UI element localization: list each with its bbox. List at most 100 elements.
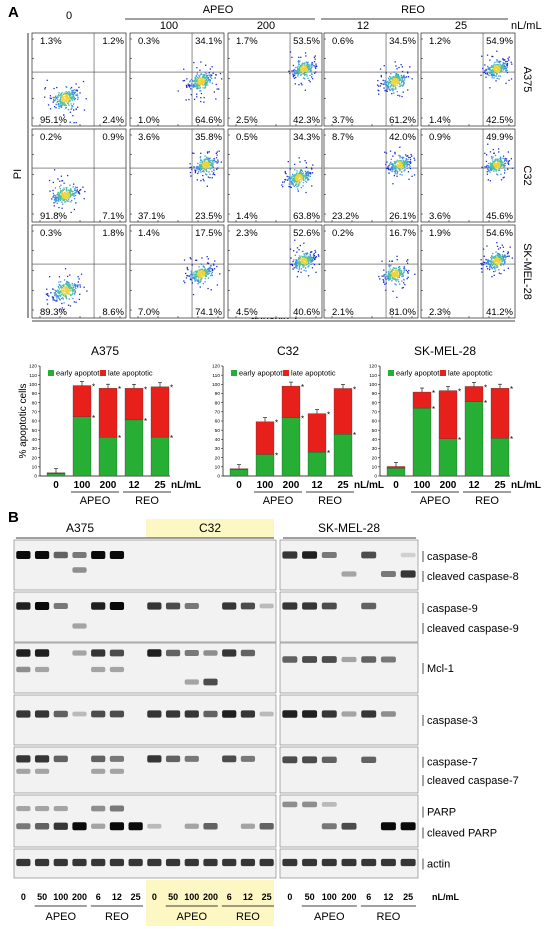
header-control-dose: 0: [66, 10, 72, 22]
event-dot: [402, 161, 405, 163]
blot-right-6: [279, 848, 419, 879]
event-dot: [65, 187, 67, 189]
event-dot: [502, 58, 504, 60]
event-dot: [69, 289, 71, 292]
event-dot: [395, 267, 398, 269]
event-dot: [487, 263, 490, 266]
event-dot: [494, 258, 496, 261]
event-dot: [189, 167, 191, 169]
event-dot: [495, 165, 497, 167]
event-dot: [506, 63, 508, 66]
event-dot: [71, 92, 73, 94]
event-dot: [66, 189, 68, 192]
event-dot: [300, 56, 302, 58]
event-dot: [399, 270, 402, 272]
protein-band: [128, 822, 143, 831]
event-dot: [62, 189, 64, 191]
event-dot: [393, 175, 395, 177]
event-dot: [60, 290, 62, 292]
event-dot: [495, 75, 497, 77]
event-dot: [395, 166, 397, 168]
event-dot: [497, 159, 499, 161]
event-dot: [502, 68, 504, 70]
event-dot: [490, 156, 493, 158]
event-dot: [55, 290, 57, 292]
event-dot: [489, 72, 491, 75]
event-dot: [61, 288, 63, 290]
event-dot: [65, 94, 68, 96]
event-dot: [189, 257, 191, 259]
event-dot: [61, 102, 63, 104]
event-dot: [187, 84, 189, 87]
event-dot: [70, 211, 72, 214]
event-dot: [502, 177, 504, 179]
event-dot: [202, 273, 204, 276]
event-dot: [61, 103, 64, 105]
event-dot: [408, 269, 410, 272]
row-label-2: SK-MEL-28: [521, 243, 533, 300]
bar-early-200: [281, 417, 301, 477]
protein-band: [259, 858, 274, 867]
event-dot: [494, 268, 496, 270]
event-dot: [409, 159, 412, 161]
event-dot: [71, 90, 73, 92]
event-dot: [200, 276, 202, 278]
event-dot: [74, 98, 77, 100]
event-dot: [491, 157, 493, 159]
event-dot: [70, 286, 72, 289]
event-dot: [213, 172, 215, 174]
event-dot: [197, 85, 199, 88]
y-tick-label: 30: [32, 446, 38, 452]
event-dot: [298, 183, 300, 185]
event-dot: [55, 96, 57, 98]
event-dot: [296, 181, 298, 183]
quadrant-upper-left: 0.6%: [332, 36, 354, 47]
event-dot: [195, 85, 197, 87]
event-dot: [190, 78, 193, 81]
flow-plot-sk-mel-28-0: 0.3% 1.8%89.3% 8.6%: [31, 224, 127, 319]
event-dot: [386, 167, 388, 170]
event-dot: [71, 293, 74, 295]
event-dot: [206, 162, 209, 165]
event-dot: [74, 91, 77, 93]
event-dot: [185, 84, 188, 87]
event-dot: [491, 167, 493, 169]
event-dot: [302, 175, 304, 177]
event-dot: [199, 281, 201, 283]
event-dot: [66, 200, 68, 202]
event-dot: [295, 264, 297, 266]
event-dot: [65, 282, 67, 284]
event-dot: [73, 195, 75, 197]
event-dot: [291, 181, 293, 183]
band-label: caspase-3: [427, 715, 478, 727]
event-dot: [60, 197, 62, 199]
event-dot: [392, 87, 394, 89]
event-dot: [411, 175, 413, 177]
event-dot: [407, 155, 409, 157]
event-dot: [52, 189, 54, 192]
event-dot: [390, 80, 392, 82]
event-dot: [496, 70, 498, 72]
event-dot: [391, 272, 393, 274]
category-label: 200: [440, 480, 457, 491]
event-dot: [378, 93, 380, 95]
event-dot: [500, 66, 503, 68]
event-dot: [392, 165, 394, 167]
event-dot: [204, 277, 206, 280]
event-dot: [53, 292, 55, 294]
quadrant-lower-left: 91.8%: [40, 211, 67, 222]
event-dot: [487, 259, 489, 261]
event-dot: [508, 255, 510, 257]
event-dot: [196, 80, 198, 82]
event-dot: [291, 182, 294, 184]
event-dot: [190, 258, 192, 260]
event-dot: [305, 256, 307, 258]
event-dot: [300, 74, 303, 76]
event-dot: [198, 84, 200, 86]
event-dot: [193, 274, 195, 276]
significance-early: *: [92, 414, 95, 423]
quadrant-upper-right: 1.8%: [102, 228, 124, 239]
event-dot: [302, 179, 304, 181]
event-dot: [306, 260, 308, 262]
event-dot: [483, 255, 485, 257]
